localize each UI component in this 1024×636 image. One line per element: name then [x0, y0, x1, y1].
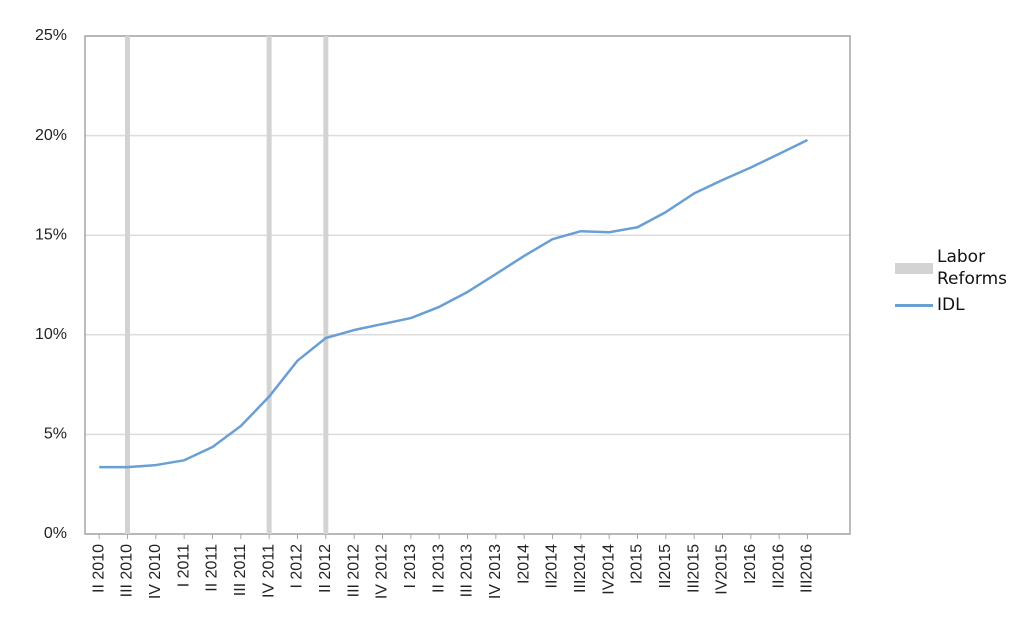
x-tick-label: IV 2013 [487, 544, 504, 599]
legend-item: Labor Reforms [895, 246, 1019, 290]
line [99, 138, 809, 469]
x-tick-label: IV 2012 [374, 544, 391, 599]
x-tick-label: IV2014 [600, 544, 617, 595]
x-tick-label: II 2010 [90, 544, 107, 593]
x-tick-label: III 2011 [232, 544, 249, 596]
x-tick-label: I2015 [629, 544, 646, 584]
x-tick-label: I 2013 [402, 544, 419, 589]
x-tick-label: IV 2011 [260, 544, 277, 598]
x-tick-label: II 2012 [317, 544, 334, 593]
x-tick-label: III 2010 [119, 544, 136, 597]
x-tick-label: II2016 [770, 544, 787, 589]
legend-label: IDL [937, 295, 965, 315]
x-tick-label: I2014 [515, 544, 532, 584]
x-tick-label: III2016 [799, 544, 816, 593]
x-tick-label: II 2011 [204, 544, 221, 592]
y-tick-label: 0% [44, 525, 67, 542]
legend-swatch [895, 303, 933, 307]
legend-item: IDL [895, 294, 1019, 316]
x-tick-label: III2014 [572, 544, 589, 593]
x-tick-label: III 2012 [345, 544, 362, 597]
x-tick-label: I 2011 [175, 544, 192, 587]
x-tick-label: II2015 [657, 544, 674, 589]
legend-label: Labor Reforms [937, 247, 1008, 289]
x-tick-label: I 2012 [289, 544, 306, 589]
y-tick-label: 25% [35, 27, 67, 44]
plot-border [84, 35, 851, 535]
x-tick-label: IV 2010 [147, 544, 164, 599]
x-tick-label: I2016 [742, 544, 759, 584]
x-tick-label: II2014 [544, 544, 561, 589]
x-tick-label: III2015 [685, 544, 702, 593]
x-tick-label: IV2015 [714, 544, 731, 595]
y-tick-label: 20% [35, 127, 67, 144]
legend: Labor Reforms IDL [895, 246, 1019, 320]
legend-swatch [895, 262, 933, 274]
y-tick-label: 10% [35, 326, 67, 343]
x-tick-label: II 2013 [430, 544, 447, 593]
x-tick-label: III 2013 [459, 544, 476, 597]
y-tick-label: 15% [35, 226, 67, 243]
y-tick-label: 5% [44, 426, 67, 443]
